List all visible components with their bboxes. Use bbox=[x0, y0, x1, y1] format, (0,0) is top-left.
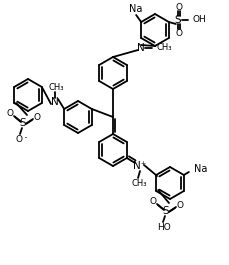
Text: S: S bbox=[20, 118, 26, 128]
Text: N: N bbox=[136, 43, 144, 53]
Text: O: O bbox=[174, 29, 182, 38]
Text: CH₃: CH₃ bbox=[131, 179, 146, 188]
Text: S: S bbox=[174, 15, 180, 25]
Text: OH: OH bbox=[192, 15, 206, 24]
Text: O: O bbox=[174, 2, 182, 11]
Text: CH₃: CH₃ bbox=[156, 42, 172, 51]
Text: O: O bbox=[176, 201, 183, 210]
Text: S: S bbox=[162, 206, 169, 216]
Text: O: O bbox=[15, 135, 22, 144]
Text: N⁺: N⁺ bbox=[133, 161, 146, 171]
Text: O: O bbox=[33, 113, 40, 121]
Text: CH₃: CH₃ bbox=[48, 82, 63, 91]
Text: Na: Na bbox=[129, 4, 142, 14]
Text: O: O bbox=[6, 109, 14, 118]
Text: HO: HO bbox=[156, 223, 170, 232]
Text: O: O bbox=[149, 197, 156, 206]
Text: ·: · bbox=[24, 132, 28, 145]
Text: Na: Na bbox=[193, 164, 206, 174]
Text: N: N bbox=[51, 97, 59, 107]
